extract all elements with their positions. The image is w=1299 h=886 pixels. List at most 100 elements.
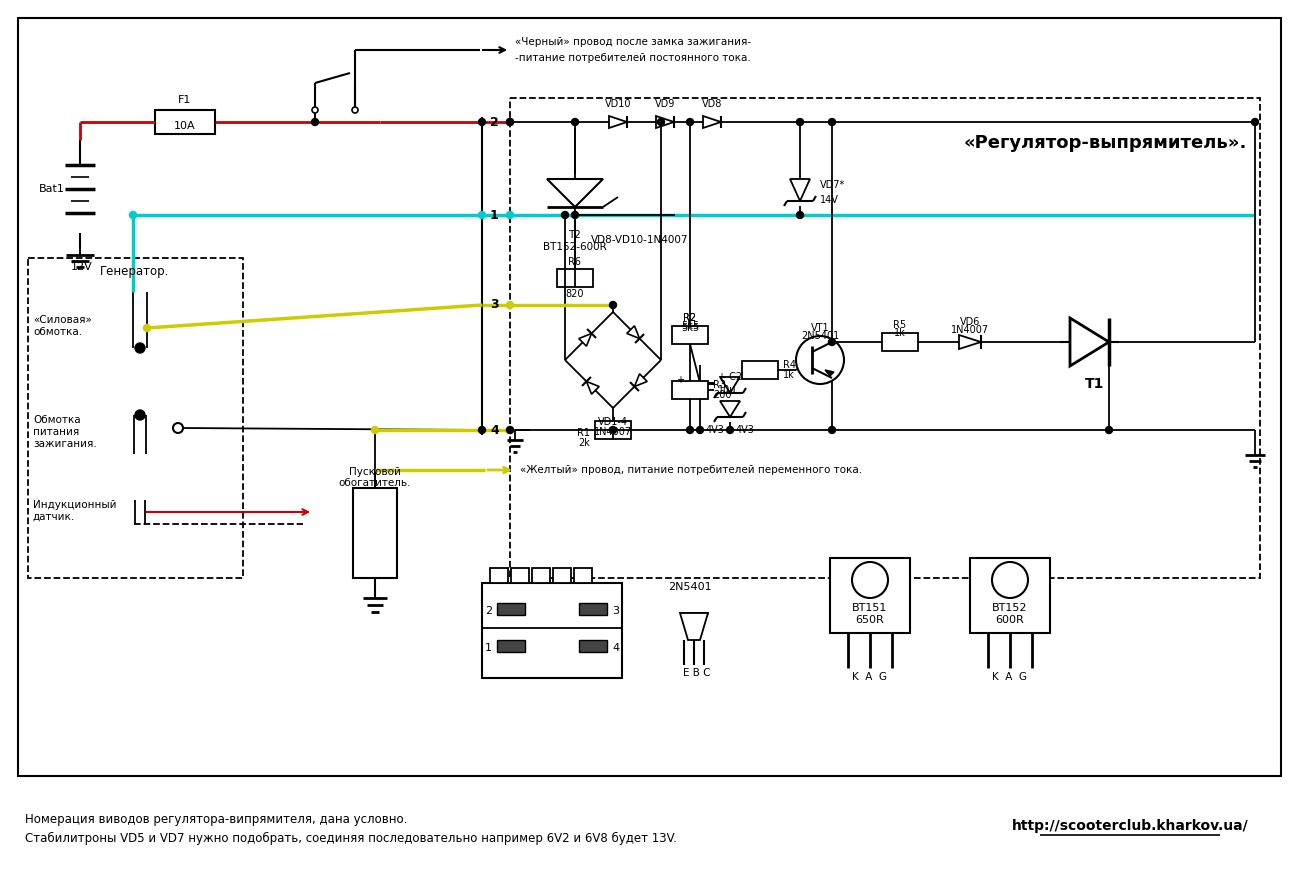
Text: обогатитель.: обогатитель. bbox=[339, 478, 412, 488]
Text: «Силовая»: «Силовая» bbox=[32, 315, 92, 325]
Circle shape bbox=[143, 324, 151, 331]
Bar bbox=[498, 640, 525, 652]
Text: R2: R2 bbox=[683, 313, 696, 323]
Bar bbox=[579, 603, 607, 615]
Text: http://scooterclub.kharkov.ua/: http://scooterclub.kharkov.ua/ bbox=[1012, 819, 1248, 833]
Text: VD6: VD6 bbox=[960, 317, 981, 327]
Text: 3: 3 bbox=[612, 606, 620, 616]
Text: 1k: 1k bbox=[783, 370, 795, 380]
Text: «Регулятор-выпрямитель».: «Регулятор-выпрямитель». bbox=[964, 134, 1247, 152]
Text: R1: R1 bbox=[577, 428, 590, 438]
Polygon shape bbox=[720, 401, 740, 417]
Circle shape bbox=[657, 119, 665, 126]
Polygon shape bbox=[703, 116, 721, 128]
Bar bbox=[672, 381, 708, 399]
Text: 10μ: 10μ bbox=[718, 385, 737, 395]
Text: R3: R3 bbox=[713, 380, 726, 390]
Bar bbox=[882, 333, 918, 351]
Bar bbox=[742, 361, 778, 379]
Bar bbox=[353, 488, 397, 578]
Text: 200: 200 bbox=[713, 390, 731, 400]
Text: 4: 4 bbox=[490, 424, 499, 437]
Bar bbox=[595, 421, 631, 439]
Text: Пусковой: Пусковой bbox=[349, 467, 401, 477]
Polygon shape bbox=[1070, 318, 1109, 366]
Circle shape bbox=[352, 107, 359, 113]
Circle shape bbox=[372, 426, 378, 433]
Polygon shape bbox=[579, 333, 591, 346]
Text: 2N5401: 2N5401 bbox=[801, 331, 839, 341]
Text: VD1-4: VD1-4 bbox=[598, 417, 627, 427]
Bar bbox=[574, 568, 592, 583]
Text: 2: 2 bbox=[490, 115, 499, 128]
Bar bbox=[490, 568, 508, 583]
Text: питания: питания bbox=[32, 427, 79, 437]
Polygon shape bbox=[634, 374, 647, 386]
Bar bbox=[830, 558, 911, 633]
Bar bbox=[155, 110, 216, 134]
Text: 2N5401: 2N5401 bbox=[668, 582, 712, 592]
Circle shape bbox=[686, 426, 694, 433]
Polygon shape bbox=[586, 382, 599, 394]
Text: 600R: 600R bbox=[995, 615, 1025, 625]
Text: BT151: BT151 bbox=[852, 603, 887, 613]
Text: + C2: + C2 bbox=[718, 372, 742, 382]
Text: 3: 3 bbox=[490, 299, 499, 312]
Bar bbox=[29, 258, 243, 578]
Text: R2: R2 bbox=[683, 313, 696, 323]
Circle shape bbox=[507, 119, 513, 126]
Circle shape bbox=[507, 212, 513, 219]
Circle shape bbox=[312, 119, 318, 126]
Bar bbox=[579, 640, 607, 652]
Text: датчик.: датчик. bbox=[32, 512, 75, 522]
Text: зажигания.: зажигания. bbox=[32, 439, 96, 449]
Text: BT152-600R: BT152-600R bbox=[543, 242, 607, 252]
Circle shape bbox=[1105, 426, 1112, 433]
Circle shape bbox=[507, 426, 513, 433]
Text: 1: 1 bbox=[490, 208, 499, 222]
Text: 1N4007: 1N4007 bbox=[951, 325, 989, 335]
Polygon shape bbox=[959, 335, 981, 349]
Polygon shape bbox=[627, 326, 639, 338]
Text: 4V3: 4V3 bbox=[735, 425, 755, 435]
Text: обмотка.: обмотка. bbox=[32, 327, 82, 337]
Bar bbox=[970, 558, 1050, 633]
Text: F1: F1 bbox=[178, 95, 192, 105]
Text: 4: 4 bbox=[612, 643, 620, 653]
Circle shape bbox=[478, 426, 486, 433]
Circle shape bbox=[312, 107, 318, 113]
Circle shape bbox=[796, 212, 804, 219]
Circle shape bbox=[507, 301, 513, 308]
Text: Bat1: Bat1 bbox=[39, 184, 65, 194]
Bar bbox=[553, 568, 572, 583]
Circle shape bbox=[829, 119, 835, 126]
Text: VT1: VT1 bbox=[811, 323, 829, 333]
Text: 5k5: 5k5 bbox=[681, 321, 699, 331]
Circle shape bbox=[829, 426, 835, 433]
Polygon shape bbox=[656, 116, 674, 128]
Text: +: + bbox=[675, 375, 685, 385]
Text: Обмотка: Обмотка bbox=[32, 415, 81, 425]
Text: T1: T1 bbox=[1085, 377, 1104, 391]
Text: R4: R4 bbox=[783, 360, 796, 370]
Circle shape bbox=[130, 212, 136, 219]
Circle shape bbox=[829, 338, 835, 346]
Text: VD8-VD10-1N4007: VD8-VD10-1N4007 bbox=[591, 235, 688, 245]
Polygon shape bbox=[720, 377, 740, 393]
Text: 650R: 650R bbox=[856, 615, 885, 625]
Bar bbox=[498, 603, 525, 615]
Circle shape bbox=[478, 212, 486, 219]
Text: VD9: VD9 bbox=[655, 99, 675, 109]
Text: 2k: 2k bbox=[578, 438, 590, 448]
Bar bbox=[557, 269, 594, 287]
Bar bbox=[482, 583, 622, 678]
Text: BT152: BT152 bbox=[992, 603, 1028, 613]
Text: 5k5: 5k5 bbox=[681, 323, 699, 333]
Circle shape bbox=[796, 336, 844, 384]
Text: 1N4007: 1N4007 bbox=[594, 427, 633, 437]
Circle shape bbox=[992, 562, 1028, 598]
Text: Индукционный: Индукционный bbox=[32, 500, 117, 510]
Circle shape bbox=[852, 562, 889, 598]
Text: 12V: 12V bbox=[71, 262, 92, 272]
Text: «Желтый» провод, питание потребителей переменного тока.: «Желтый» провод, питание потребителей пе… bbox=[520, 465, 863, 475]
